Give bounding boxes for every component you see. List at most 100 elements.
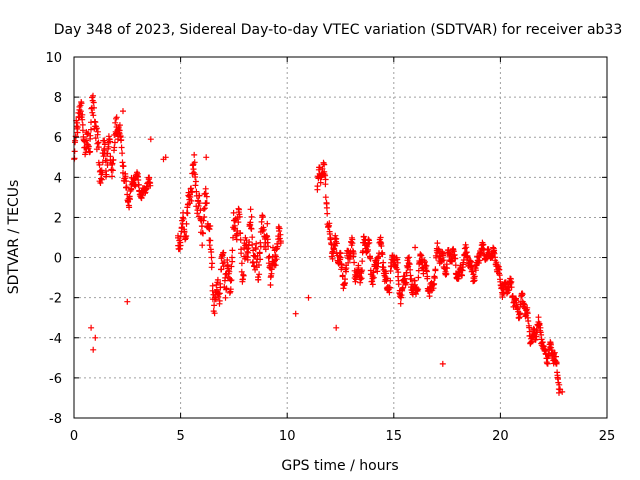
data-point bbox=[508, 278, 515, 285]
data-point bbox=[126, 204, 133, 211]
data-point bbox=[119, 150, 126, 157]
data-point bbox=[247, 219, 254, 226]
data-point bbox=[116, 127, 123, 134]
data-point bbox=[120, 163, 127, 170]
data-point bbox=[274, 243, 281, 250]
data-point bbox=[359, 267, 366, 274]
data-point bbox=[367, 255, 374, 262]
data-point bbox=[197, 207, 204, 214]
data-point bbox=[337, 250, 344, 257]
data-point bbox=[444, 265, 451, 272]
y-tick-label: -4 bbox=[49, 332, 62, 347]
data-point bbox=[326, 220, 333, 227]
data-point bbox=[94, 128, 101, 135]
x-axis-label: GPS time / hours bbox=[281, 458, 398, 474]
data-point bbox=[109, 173, 115, 180]
data-point bbox=[544, 360, 551, 367]
data-point bbox=[255, 262, 262, 268]
data-point bbox=[226, 268, 233, 275]
data-point bbox=[256, 271, 263, 278]
data-point bbox=[431, 280, 438, 287]
data-point bbox=[207, 223, 214, 229]
data-point bbox=[219, 260, 226, 267]
data-point bbox=[238, 268, 245, 275]
data-point bbox=[78, 100, 85, 107]
data-point bbox=[272, 262, 279, 269]
data-point bbox=[525, 318, 532, 324]
data-point bbox=[276, 225, 283, 232]
data-point bbox=[123, 184, 130, 191]
data-point bbox=[431, 275, 438, 281]
data-point bbox=[111, 139, 118, 146]
data-point bbox=[113, 114, 120, 121]
data-point bbox=[452, 255, 459, 262]
data-point bbox=[203, 154, 210, 161]
data-point bbox=[255, 276, 262, 283]
data-point bbox=[238, 260, 245, 267]
data-point bbox=[440, 252, 447, 259]
x-tick-label: 20 bbox=[492, 429, 509, 444]
data-point bbox=[211, 302, 218, 309]
data-point bbox=[74, 124, 81, 131]
data-point bbox=[90, 92, 96, 99]
data-point bbox=[235, 219, 242, 226]
data-point bbox=[496, 266, 503, 273]
data-point bbox=[120, 108, 126, 115]
data-point bbox=[351, 259, 358, 266]
data-point bbox=[259, 213, 266, 220]
data-point bbox=[443, 271, 450, 277]
data-point bbox=[162, 154, 169, 161]
data-point bbox=[183, 233, 190, 239]
data-point bbox=[273, 256, 280, 263]
data-point bbox=[323, 204, 330, 211]
data-point bbox=[90, 112, 97, 119]
data-point bbox=[196, 192, 203, 199]
data-point bbox=[370, 274, 377, 281]
data-point bbox=[366, 254, 373, 261]
data-point bbox=[265, 254, 272, 261]
data-point bbox=[196, 200, 203, 207]
data-point bbox=[349, 240, 356, 247]
data-point bbox=[79, 121, 86, 128]
data-point bbox=[206, 226, 213, 233]
data-point bbox=[251, 263, 258, 270]
data-point bbox=[469, 268, 476, 275]
data-point bbox=[203, 200, 210, 206]
data-point bbox=[218, 266, 225, 273]
data-point bbox=[383, 275, 390, 282]
grid bbox=[74, 57, 607, 418]
data-point bbox=[118, 144, 125, 151]
data-point bbox=[79, 127, 86, 134]
data-point bbox=[220, 249, 227, 256]
data-point bbox=[370, 269, 377, 276]
data-point bbox=[230, 209, 237, 216]
data-point bbox=[195, 203, 202, 209]
y-tick-label: -2 bbox=[49, 292, 62, 307]
data-point bbox=[423, 262, 430, 269]
data-point bbox=[378, 243, 385, 249]
data-point bbox=[406, 254, 413, 261]
data-point bbox=[215, 291, 222, 298]
data-point bbox=[386, 284, 393, 291]
data-point bbox=[201, 205, 208, 212]
data-point bbox=[358, 275, 365, 282]
data-point bbox=[426, 293, 433, 300]
data-point bbox=[532, 336, 539, 343]
data-point bbox=[89, 109, 96, 116]
data-point bbox=[468, 263, 475, 270]
data-point bbox=[403, 279, 410, 286]
data-point bbox=[403, 269, 410, 276]
data-point bbox=[476, 257, 483, 264]
data-point bbox=[447, 250, 454, 257]
data-point bbox=[407, 272, 414, 279]
data-point bbox=[248, 213, 255, 220]
data-point bbox=[277, 231, 284, 238]
data-point bbox=[439, 360, 446, 367]
data-point bbox=[88, 324, 95, 331]
data-point bbox=[201, 214, 208, 220]
data-point bbox=[209, 282, 216, 289]
data-point bbox=[110, 156, 117, 163]
y-tick-label: 2 bbox=[54, 211, 62, 226]
data-point bbox=[71, 148, 78, 155]
data-point bbox=[92, 334, 99, 341]
